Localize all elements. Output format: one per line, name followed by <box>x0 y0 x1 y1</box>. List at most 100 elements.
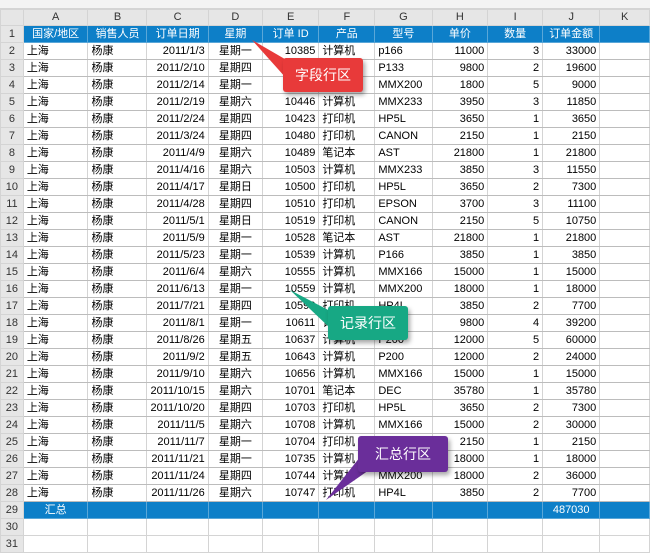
empty-cell[interactable] <box>374 535 433 553</box>
data-cell[interactable]: 上海 <box>22 467 89 485</box>
data-cell[interactable]: 3850 <box>431 246 489 264</box>
select-all-corner[interactable] <box>0 9 24 26</box>
data-cell[interactable]: 上海 <box>22 212 89 230</box>
empty-cell[interactable] <box>542 535 601 553</box>
field-header-cell[interactable]: 订单日期 <box>146 25 209 43</box>
field-header-cell[interactable]: 星期 <box>207 25 263 43</box>
data-cell[interactable]: 杨康 <box>87 127 148 145</box>
data-cell[interactable]: 2011/7/21 <box>146 297 209 315</box>
data-cell[interactable]: 星期四 <box>207 127 263 145</box>
data-cell[interactable]: 10701 <box>261 382 320 400</box>
total-empty-cell[interactable] <box>207 501 263 519</box>
empty-cell[interactable] <box>318 535 376 553</box>
data-cell[interactable]: 杨康 <box>87 178 148 196</box>
empty-cell[interactable] <box>261 535 320 553</box>
data-cell[interactable]: 2011/4/17 <box>146 178 209 196</box>
data-cell[interactable]: 15000 <box>542 365 601 383</box>
row-header[interactable]: 26 <box>0 450 24 468</box>
data-cell[interactable]: 10503 <box>261 161 320 179</box>
data-cell[interactable]: 2011/2/19 <box>146 93 209 111</box>
data-cell[interactable]: 2011/4/9 <box>146 144 209 162</box>
empty-cell[interactable] <box>22 535 89 553</box>
column-header-h[interactable]: H <box>431 9 489 26</box>
row-header[interactable]: 17 <box>0 297 24 315</box>
row-header[interactable]: 1 <box>0 25 24 43</box>
data-cell[interactable]: 星期六 <box>207 416 263 434</box>
data-cell[interactable]: HP5L <box>374 399 433 417</box>
total-empty-cell[interactable] <box>431 501 489 519</box>
data-cell[interactable]: 2011/10/15 <box>146 382 209 400</box>
data-cell[interactable]: 上海 <box>22 127 89 145</box>
row-header[interactable]: 7 <box>0 127 24 145</box>
data-cell[interactable]: 10519 <box>261 212 320 230</box>
data-cell[interactable]: 18000 <box>542 280 601 298</box>
data-cell[interactable]: 星期四 <box>207 195 263 213</box>
row-header[interactable]: 18 <box>0 314 24 332</box>
data-cell[interactable]: 上海 <box>22 93 89 111</box>
data-cell[interactable]: MMX200 <box>374 280 433 298</box>
data-cell[interactable]: 18000 <box>431 280 489 298</box>
data-cell[interactable]: 2011/5/1 <box>146 212 209 230</box>
data-cell[interactable]: 10480 <box>261 127 320 145</box>
column-header-f[interactable]: F <box>318 9 376 26</box>
row-header[interactable]: 22 <box>0 382 24 400</box>
data-cell[interactable]: 星期一 <box>207 280 263 298</box>
row-header[interactable]: 16 <box>0 280 24 298</box>
column-header-a[interactable]: A <box>22 9 89 26</box>
total-empty-cell[interactable] <box>487 501 544 519</box>
data-cell[interactable]: 10637 <box>261 331 320 349</box>
data-cell[interactable]: 星期五 <box>207 348 263 366</box>
empty-cell[interactable] <box>487 535 544 553</box>
column-header-j[interactable]: J <box>542 9 601 26</box>
column-header-k[interactable]: K <box>599 9 650 26</box>
total-empty-cell[interactable] <box>87 501 148 519</box>
data-cell[interactable]: 杨康 <box>87 280 148 298</box>
empty-cell[interactable] <box>599 25 650 43</box>
data-cell[interactable]: 2011/6/4 <box>146 263 209 281</box>
data-cell[interactable]: 上海 <box>22 331 89 349</box>
data-cell[interactable]: EPSON <box>374 195 433 213</box>
data-cell[interactable]: 打印机 <box>318 195 376 213</box>
data-cell[interactable]: 笔记本 <box>318 382 376 400</box>
data-cell[interactable]: 2011/3/24 <box>146 127 209 145</box>
data-cell[interactable]: 上海 <box>22 450 89 468</box>
empty-cell[interactable] <box>87 535 148 553</box>
row-header[interactable]: 20 <box>0 348 24 366</box>
data-cell[interactable]: 星期四 <box>207 110 263 128</box>
data-cell[interactable]: 15000 <box>542 263 601 281</box>
field-header-cell[interactable]: 国家/地区 <box>22 25 89 43</box>
data-cell[interactable]: 36000 <box>542 467 601 485</box>
empty-cell[interactable] <box>146 535 209 553</box>
data-cell[interactable]: 上海 <box>22 144 89 162</box>
data-cell[interactable]: 2011/8/1 <box>146 314 209 332</box>
data-cell[interactable]: p166 <box>374 42 433 60</box>
data-cell[interactable]: 10528 <box>261 229 320 247</box>
data-cell[interactable]: 星期六 <box>207 161 263 179</box>
row-header[interactable]: 2 <box>0 42 24 60</box>
data-cell[interactable]: MMX166 <box>374 416 433 434</box>
data-cell[interactable]: 21800 <box>431 229 489 247</box>
row-header[interactable]: 5 <box>0 93 24 111</box>
row-header[interactable]: 29 <box>0 501 24 519</box>
data-cell[interactable]: 11000 <box>431 42 489 60</box>
data-cell[interactable]: 上海 <box>22 280 89 298</box>
total-empty-cell[interactable] <box>318 501 376 519</box>
data-cell[interactable]: 杨康 <box>87 416 148 434</box>
row-header[interactable]: 3 <box>0 59 24 77</box>
data-cell[interactable]: 上海 <box>22 433 89 451</box>
data-cell[interactable]: 7700 <box>542 484 601 502</box>
field-header-cell[interactable]: 型号 <box>374 25 433 43</box>
data-cell[interactable]: 2011/11/21 <box>146 450 209 468</box>
data-cell[interactable]: MMX200 <box>374 76 433 94</box>
data-cell[interactable]: 计算机 <box>318 416 376 434</box>
data-cell[interactable]: 2011/11/24 <box>146 467 209 485</box>
field-header-cell[interactable]: 产品 <box>318 25 376 43</box>
field-header-cell[interactable]: 订单金额 <box>542 25 601 43</box>
data-cell[interactable]: 10500 <box>261 178 320 196</box>
data-cell[interactable]: 星期六 <box>207 484 263 502</box>
data-cell[interactable]: 10423 <box>261 110 320 128</box>
data-cell[interactable]: 19600 <box>542 59 601 77</box>
data-cell[interactable]: 2011/8/26 <box>146 331 209 349</box>
data-cell[interactable]: 星期一 <box>207 433 263 451</box>
data-cell[interactable]: 2150 <box>431 212 489 230</box>
